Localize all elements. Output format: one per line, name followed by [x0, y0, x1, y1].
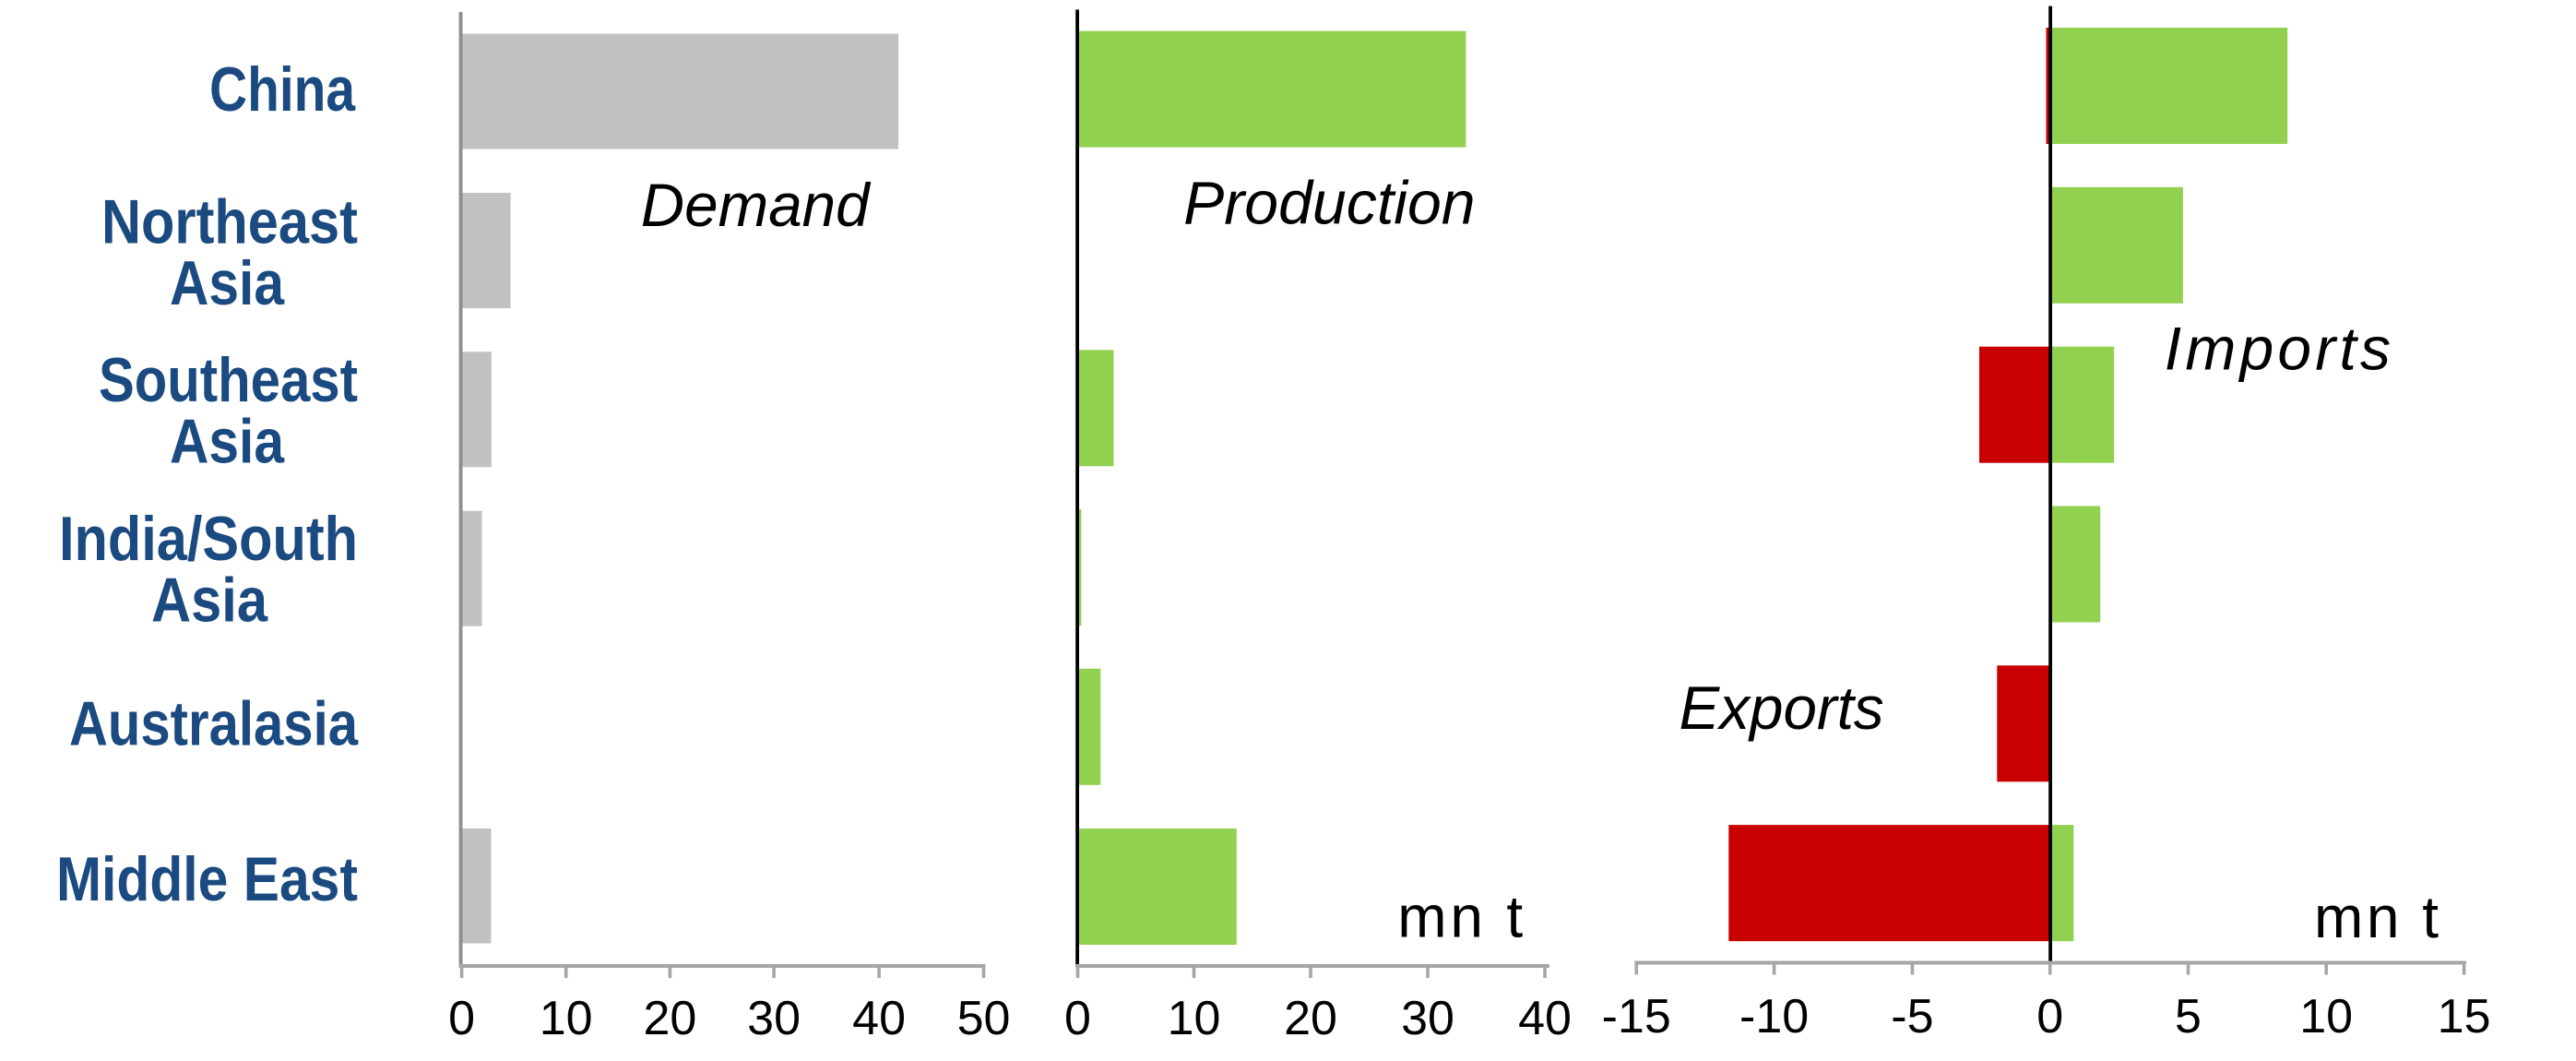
svg-text:Demand: Demand: [641, 171, 872, 239]
svg-text:mn t: mn t: [2314, 884, 2439, 950]
svg-text:Middle East: Middle East: [56, 844, 358, 914]
svg-text:5: 5: [2175, 990, 2202, 1043]
svg-text:15: 15: [2438, 990, 2491, 1043]
svg-text:Production: Production: [1183, 169, 1476, 237]
svg-text:10: 10: [1168, 992, 1221, 1045]
svg-text:Exports: Exports: [1680, 674, 1884, 742]
svg-text:mn t: mn t: [1397, 883, 1523, 949]
svg-text:Asia: Asia: [170, 248, 285, 318]
svg-text:China: China: [209, 54, 356, 125]
svg-text:Southeast: Southeast: [99, 345, 358, 415]
svg-text:0: 0: [2036, 990, 2063, 1043]
svg-text:10: 10: [540, 992, 593, 1045]
svg-text:India/South: India/South: [59, 504, 358, 574]
svg-text:-15: -15: [1602, 990, 1671, 1043]
svg-text:-5: -5: [1891, 990, 1933, 1043]
svg-text:20: 20: [643, 992, 696, 1045]
svg-text:-10: -10: [1739, 990, 1809, 1043]
svg-text:10: 10: [2299, 990, 2353, 1043]
svg-text:Australasia: Australasia: [69, 688, 359, 758]
svg-text:0: 0: [448, 992, 475, 1045]
svg-text:30: 30: [1401, 992, 1454, 1045]
svg-text:Northeast: Northeast: [101, 187, 358, 257]
svg-text:20: 20: [1284, 992, 1337, 1045]
svg-text:Asia: Asia: [151, 566, 268, 636]
svg-text:0: 0: [1064, 992, 1091, 1045]
svg-text:50: 50: [957, 992, 1011, 1045]
svg-text:40: 40: [852, 992, 906, 1045]
svg-text:Imports: Imports: [2165, 315, 2391, 383]
svg-text:30: 30: [747, 992, 801, 1045]
svg-text:40: 40: [1518, 992, 1572, 1045]
svg-text:Asia: Asia: [170, 406, 285, 476]
